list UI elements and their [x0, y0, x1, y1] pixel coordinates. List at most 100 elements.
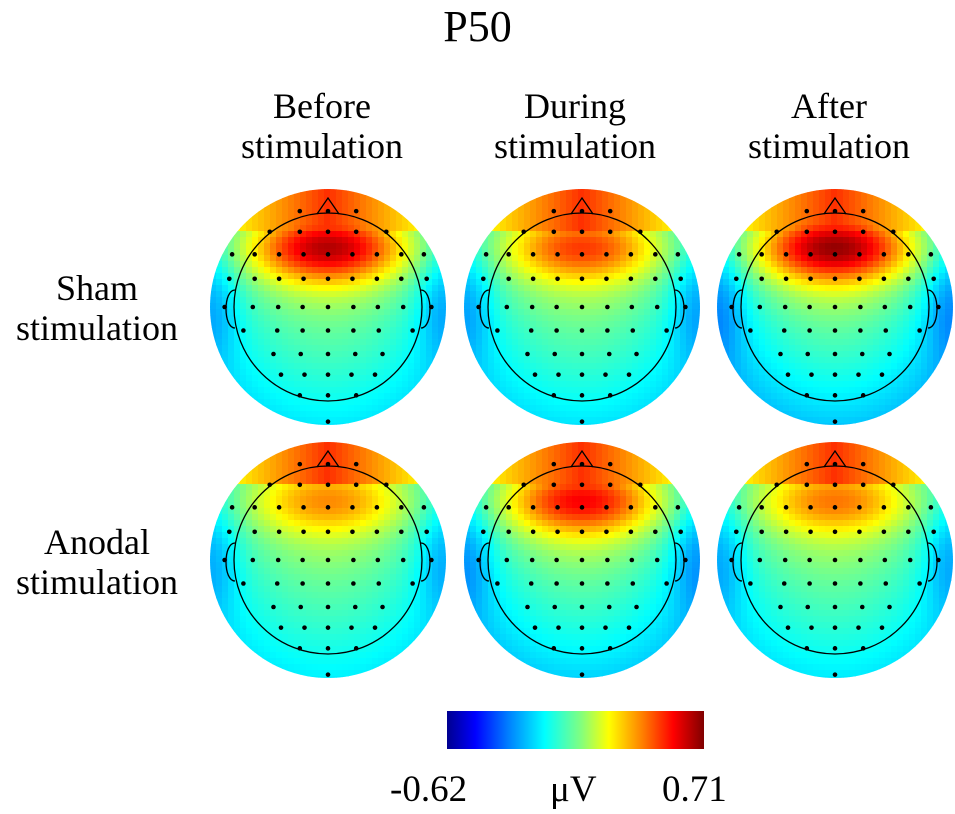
electrode-dot	[757, 557, 763, 563]
electrode-dot	[675, 252, 681, 257]
electrode-dot	[579, 505, 585, 510]
electrode-dot	[276, 505, 282, 510]
electrode-dot	[554, 581, 559, 586]
electrode-dot	[325, 505, 331, 510]
electrode-dot	[879, 625, 885, 630]
electrode-dot	[832, 351, 838, 357]
electrode-dot	[325, 351, 331, 357]
electrode-dot	[504, 304, 510, 310]
electrode-dot	[532, 625, 538, 630]
electrode-dot	[350, 276, 355, 282]
electrode-dot	[250, 557, 256, 563]
electrode-dot	[604, 252, 609, 257]
electrode-dot	[325, 208, 331, 214]
electrode-dot	[805, 351, 811, 357]
electrode-dot	[887, 604, 892, 610]
column-header-line1: After	[791, 86, 867, 126]
topomap-anodal-before	[210, 442, 446, 678]
electrode-dot	[907, 304, 913, 310]
electrode-dot	[424, 529, 430, 535]
electrode-dot	[607, 482, 613, 488]
electrode-dot	[399, 252, 404, 257]
electrode-dot	[352, 604, 358, 610]
electrode-dot	[529, 557, 535, 563]
electrode-dot	[832, 461, 838, 467]
electrode-dot	[325, 393, 331, 398]
electrode-dot	[778, 351, 783, 357]
electrode-dot	[579, 229, 585, 235]
electrode-dot	[353, 646, 359, 651]
electrode-dot	[429, 304, 434, 310]
electrode-dot	[907, 557, 913, 563]
electrode-dot	[748, 328, 753, 333]
electrode-dot	[917, 328, 922, 333]
electrode-dot	[881, 529, 887, 535]
electrode-dot	[736, 252, 742, 257]
electrode-dot	[222, 557, 227, 563]
electrode-dot	[278, 372, 284, 377]
electrode-dot	[832, 505, 838, 510]
electrode-dot	[664, 328, 669, 333]
electrode-dot	[325, 461, 331, 467]
electrode-dot	[325, 672, 331, 677]
electrode-dot	[274, 581, 280, 586]
electrode-dot	[579, 419, 585, 424]
electrode-dot	[832, 557, 838, 563]
electrode-dot	[860, 393, 866, 398]
electrode-dot	[881, 276, 887, 282]
electrode-dot	[931, 529, 936, 535]
column-header-during: During stimulation	[455, 86, 695, 167]
electrode-dot	[729, 557, 734, 563]
electrode-dot	[858, 328, 863, 333]
electrode-dot	[506, 276, 511, 282]
electrode-dot	[276, 252, 282, 257]
electrode-dot	[555, 529, 560, 535]
electrode-dot	[809, 372, 814, 377]
electrode-dot	[604, 276, 609, 282]
electrode-dot	[857, 252, 862, 257]
electrode-dot	[630, 581, 636, 586]
electrode-dot	[603, 625, 608, 630]
electrode-dot	[554, 304, 559, 310]
topomap-anodal-during	[464, 442, 700, 678]
electrode-dot	[634, 604, 639, 610]
electrode-dot	[325, 328, 331, 333]
electrode-dot	[626, 625, 632, 630]
electrode-dot	[683, 304, 688, 310]
electrode-dot	[528, 328, 534, 333]
electrode-dot	[832, 625, 838, 630]
electrode-dot	[325, 304, 331, 310]
electrode-dot	[376, 328, 382, 333]
electrode-dot	[525, 604, 530, 610]
electrode-dot	[832, 604, 838, 610]
electrode-dot	[832, 393, 838, 398]
electrode-dot	[554, 557, 559, 563]
electrode-dot	[300, 328, 305, 333]
electrode-dot	[804, 482, 810, 488]
electrode-dot	[376, 581, 382, 586]
electrode-dot	[271, 351, 276, 357]
electrode-dot	[832, 304, 838, 310]
electrode-dot	[399, 505, 404, 510]
electrode-dot	[860, 208, 866, 214]
electrode-dot	[375, 557, 381, 563]
electrode-dot	[629, 304, 635, 310]
electrode-dot	[556, 372, 561, 377]
electrode-dot	[607, 646, 613, 651]
electrode-dot	[276, 276, 282, 282]
electrode-dot	[372, 625, 378, 630]
electrode-dot	[353, 461, 359, 467]
electrode-dot	[429, 557, 434, 563]
electrode-dot	[629, 557, 635, 563]
electrode-dot	[375, 304, 381, 310]
electrode-dot	[906, 505, 911, 510]
electrode-dot	[860, 461, 866, 467]
electrode-dot	[301, 276, 306, 282]
electrode-dot	[782, 557, 788, 563]
electrode-dot	[297, 393, 303, 398]
electrode-dot	[675, 505, 681, 510]
electrode-dot	[605, 328, 610, 333]
electrode-dot	[298, 604, 304, 610]
electrode-dot	[301, 529, 306, 535]
